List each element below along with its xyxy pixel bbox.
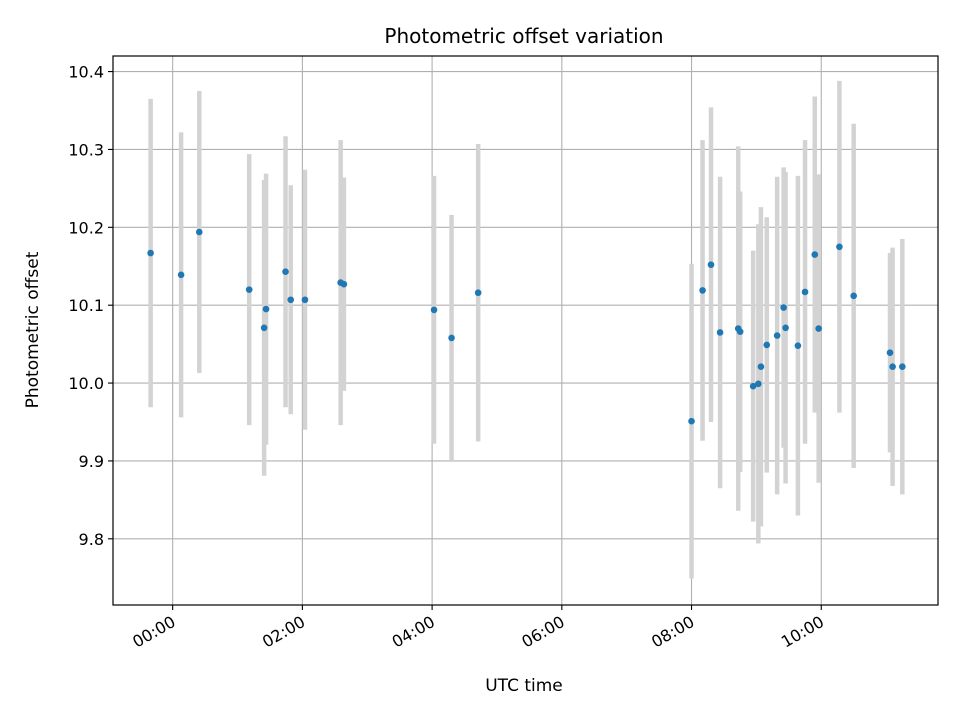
data-point <box>801 288 809 296</box>
data-point <box>716 329 724 336</box>
y-tick-label: 10.2 <box>68 218 104 237</box>
data-point <box>755 380 762 388</box>
data-point <box>448 334 455 342</box>
data-point <box>245 286 253 293</box>
chart-title: Photometric offset variation <box>384 24 663 48</box>
y-tick-label: 10.1 <box>68 296 104 315</box>
data-point <box>749 382 757 390</box>
data-point <box>794 342 802 349</box>
data-point <box>340 280 348 288</box>
data-point <box>262 305 270 313</box>
data-points <box>147 228 906 425</box>
data-point <box>147 249 154 257</box>
data-point <box>260 324 268 332</box>
data-point <box>707 261 715 268</box>
y-axis-title: Photometric offset <box>23 251 43 408</box>
data-point <box>177 271 185 279</box>
data-point <box>889 363 896 371</box>
data-point <box>836 243 843 251</box>
data-point <box>287 296 295 304</box>
data-point <box>850 292 857 300</box>
data-point <box>811 251 819 258</box>
data-point <box>757 363 765 371</box>
data-point <box>474 289 482 297</box>
data-point <box>886 349 894 356</box>
data-point <box>195 228 203 236</box>
data-point <box>301 296 309 304</box>
data-point <box>688 417 695 425</box>
data-point <box>815 325 822 332</box>
data-point <box>773 332 781 339</box>
data-point <box>780 304 787 311</box>
data-point <box>736 328 744 335</box>
data-point <box>282 268 289 276</box>
data-point <box>782 324 789 332</box>
y-tick-label: 9.8 <box>79 530 104 549</box>
plot-frame <box>112 55 939 606</box>
data-point <box>899 363 906 371</box>
y-tick-label: 10.4 <box>68 63 104 82</box>
data-point <box>430 306 438 314</box>
y-tick-label: 10.3 <box>68 140 104 159</box>
y-tick-label: 10.0 <box>68 374 104 393</box>
data-point <box>763 341 771 349</box>
data-point <box>699 287 706 294</box>
y-tick-label: 9.9 <box>79 452 104 471</box>
x-axis-title: UTC time <box>485 676 563 696</box>
